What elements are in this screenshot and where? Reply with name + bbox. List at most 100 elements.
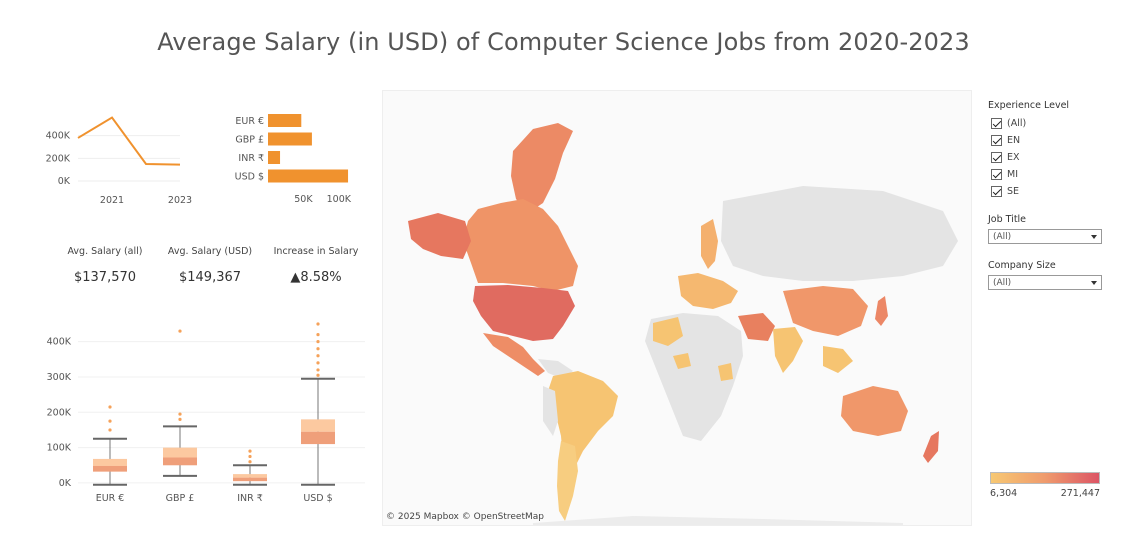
kpi-value: ▲8.58% — [290, 270, 342, 285]
line-series[interactable] — [77, 116, 181, 166]
x-tick-label: 50K — [294, 194, 313, 205]
x-tick-label: USD $ — [303, 493, 332, 504]
outlier-point[interactable] — [108, 405, 112, 409]
outlier-point[interactable] — [248, 454, 252, 459]
x-tick-label: 2021 — [100, 195, 124, 206]
outlier-point[interactable] — [108, 428, 112, 432]
checkbox-checked-icon[interactable] — [991, 186, 1002, 197]
outlier-point[interactable] — [178, 417, 182, 421]
map-canvas[interactable] — [383, 91, 972, 526]
map-region-antarctica — [533, 516, 903, 525]
outlier-point[interactable] — [316, 322, 320, 326]
checkbox-checked-icon[interactable] — [991, 118, 1002, 129]
outlier-point[interactable] — [316, 340, 320, 344]
option-label: MI — [1007, 169, 1018, 180]
map-region-nigeria[interactable] — [673, 353, 691, 369]
y-tick-label: 200K — [46, 153, 71, 164]
outlier-point[interactable] — [316, 354, 320, 358]
map-region-north-africa[interactable] — [653, 317, 683, 346]
kpi-avg-salary-usd: Avg. Salary (USD) $149,367 — [160, 246, 260, 285]
checkbox-checked-icon[interactable] — [991, 135, 1002, 146]
legend-max: 271,447 — [1060, 488, 1100, 499]
x-tick-label: 2023 — [168, 195, 192, 206]
checkbox-checked-icon[interactable] — [991, 169, 1002, 180]
map-region-south-america-gray — [543, 386, 558, 436]
box-lower — [301, 431, 335, 445]
outlier-point[interactable] — [178, 412, 182, 416]
experience-option-en[interactable]: EN — [988, 132, 1104, 149]
x-tick-label: GBP £ — [166, 493, 195, 504]
kpi-value: $137,570 — [73, 270, 137, 285]
map-region-new-zealand[interactable] — [923, 431, 939, 463]
job-title-select[interactable]: (All) — [988, 229, 1102, 244]
map-region-europe[interactable] — [678, 273, 738, 309]
outlier-point[interactable] — [178, 329, 182, 333]
map-region-russia — [721, 186, 958, 281]
map-region-brazil[interactable] — [548, 371, 618, 471]
bar[interactable] — [268, 132, 312, 146]
salary-box-plot[interactable]: 0K 100K 200K 300K 400K EUR € GBP £ INR ₹ USD $ — [40, 318, 370, 510]
box[interactable] — [163, 329, 197, 477]
checkbox-checked-icon[interactable] — [991, 152, 1002, 163]
map-region-iran[interactable] — [738, 313, 775, 341]
map-region-canada[interactable] — [463, 199, 578, 291]
map-region-argentina[interactable] — [557, 441, 578, 521]
bar[interactable] — [268, 169, 349, 183]
job-title-filter-title: Job Title — [988, 214, 1027, 225]
y-tick-label: 0K — [59, 478, 72, 489]
box[interactable] — [233, 449, 267, 486]
map-region-scandinavia[interactable] — [701, 219, 718, 269]
bar-category-label: USD $ — [235, 172, 264, 183]
world-salary-map[interactable]: © 2025 Mapbox © OpenStreetMap — [382, 90, 972, 526]
salary-trend-line-chart[interactable]: 0K 200K 400K 2021 2023 — [40, 105, 200, 210]
outlier-point[interactable] — [108, 419, 112, 423]
legend-min: 6,304 — [990, 488, 1018, 499]
select-value: (All) — [993, 231, 1012, 242]
y-tick-label: 400K — [46, 131, 71, 142]
map-region-usa[interactable] — [473, 285, 575, 341]
map-region-mexico[interactable] — [483, 333, 545, 376]
experience-option-mi[interactable]: MI — [988, 166, 1104, 183]
chevron-down-icon — [1091, 234, 1097, 239]
box-upper — [233, 474, 267, 478]
option-label: EX — [1007, 152, 1020, 163]
map-region-china[interactable] — [783, 286, 868, 336]
box-lower — [163, 457, 197, 466]
bar[interactable] — [268, 151, 281, 164]
currency-salary-bar-chart[interactable]: EUR € GBP £ INR ₹ USD $ 50K 100K — [222, 105, 372, 210]
map-region-southeast-asia[interactable] — [823, 346, 853, 373]
y-tick-label: 200K — [47, 407, 72, 418]
select-value: (All) — [993, 277, 1012, 288]
outlier-point[interactable] — [248, 449, 252, 453]
bar[interactable] — [268, 114, 302, 127]
map-region-kenya[interactable] — [718, 363, 733, 381]
box[interactable] — [93, 405, 127, 486]
outlier-point[interactable] — [316, 361, 320, 365]
outlier-point[interactable] — [248, 460, 252, 464]
experience-option-se[interactable]: SE — [988, 183, 1104, 200]
option-label: (All) — [1007, 118, 1027, 129]
bar-category-label: GBP £ — [235, 135, 264, 146]
map-region-alaska[interactable] — [408, 213, 471, 259]
company-size-filter-title: Company Size — [988, 260, 1056, 271]
y-tick-label: 0K — [58, 176, 71, 187]
company-size-select[interactable]: (All) — [988, 275, 1102, 290]
legend-gradient — [990, 472, 1100, 484]
map-region-greenland[interactable] — [511, 123, 573, 213]
map-region-india[interactable] — [773, 327, 803, 373]
box[interactable] — [301, 322, 335, 486]
experience-option-ex[interactable]: EX — [988, 149, 1104, 166]
outlier-point[interactable] — [316, 373, 320, 377]
option-label: EN — [1007, 135, 1021, 146]
y-tick-label: 300K — [47, 372, 72, 383]
kpi-salary-increase: Increase in Salary ▲8.58% — [266, 246, 366, 285]
map-region-australia[interactable] — [841, 386, 908, 436]
dashboard-title: Average Salary (in USD) of Computer Scie… — [157, 28, 970, 56]
outlier-point[interactable] — [316, 347, 320, 351]
map-region-japan[interactable] — [875, 296, 888, 326]
x-tick-label: INR ₹ — [237, 493, 263, 504]
outlier-point[interactable] — [316, 332, 320, 337]
kpi-value: $149,367 — [178, 270, 242, 285]
experience-option-all[interactable]: (All) — [988, 115, 1104, 132]
outlier-point[interactable] — [316, 368, 320, 372]
